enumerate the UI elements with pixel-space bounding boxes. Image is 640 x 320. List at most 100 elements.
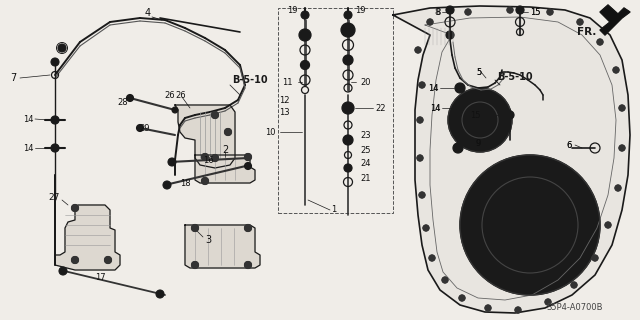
Text: 10: 10 [266,127,276,137]
Circle shape [419,82,425,88]
Circle shape [244,261,252,268]
Circle shape [211,155,218,162]
Text: 22: 22 [375,103,385,113]
Text: 27: 27 [49,194,60,203]
Polygon shape [185,225,260,268]
Circle shape [619,145,625,151]
Circle shape [417,155,423,161]
Text: 14: 14 [428,84,438,92]
Text: 5: 5 [477,68,482,76]
Circle shape [244,154,252,161]
Circle shape [51,58,59,66]
Circle shape [615,185,621,191]
Text: B-5-10: B-5-10 [497,72,532,82]
Text: 3: 3 [205,235,211,245]
Text: 15: 15 [470,110,480,119]
Text: 19: 19 [287,5,297,14]
Text: B-5-10: B-5-10 [232,75,268,85]
Circle shape [453,143,463,153]
Circle shape [429,255,435,261]
Circle shape [202,178,209,185]
Circle shape [446,6,454,14]
Text: 28: 28 [117,98,128,107]
Circle shape [507,7,513,13]
Circle shape [442,277,448,283]
Circle shape [453,103,463,113]
Circle shape [51,144,59,152]
Circle shape [344,164,352,172]
Text: 15: 15 [530,7,541,17]
Text: 18: 18 [180,179,190,188]
Circle shape [577,19,583,25]
Circle shape [244,225,252,231]
Text: 8: 8 [435,7,440,17]
Circle shape [613,67,619,73]
Circle shape [545,299,551,305]
Circle shape [502,197,558,253]
Circle shape [423,225,429,231]
Circle shape [211,111,218,118]
Circle shape [518,213,542,237]
Circle shape [191,261,198,268]
Text: 7: 7 [10,73,16,83]
Circle shape [427,19,433,25]
Circle shape [465,9,471,15]
Circle shape [301,60,310,69]
Circle shape [446,31,454,39]
Circle shape [597,39,603,45]
Circle shape [342,102,354,114]
Circle shape [343,135,353,145]
Circle shape [58,44,66,52]
Circle shape [156,290,164,298]
Text: 2: 2 [222,145,228,155]
Text: 9: 9 [475,139,480,148]
Text: 14: 14 [429,103,440,113]
Circle shape [172,107,178,113]
Text: 19: 19 [355,5,365,14]
Circle shape [244,163,252,170]
Circle shape [72,257,79,263]
Text: 6: 6 [566,140,572,149]
Circle shape [104,257,111,263]
Text: 23: 23 [360,131,371,140]
Text: 17: 17 [95,273,106,282]
Circle shape [472,112,488,128]
Text: 14: 14 [429,103,440,113]
Text: 12: 12 [280,95,290,105]
Text: 14: 14 [23,115,33,124]
Circle shape [225,129,232,135]
Circle shape [127,94,134,101]
Text: 24: 24 [360,158,371,167]
Circle shape [343,55,353,65]
Circle shape [605,222,611,228]
Circle shape [571,282,577,288]
Circle shape [460,155,600,295]
Circle shape [299,29,311,41]
Text: 11: 11 [282,77,293,86]
Circle shape [341,23,355,37]
Text: S5P4-A0700B: S5P4-A0700B [547,303,604,313]
Bar [278,8,393,213]
Text: 1: 1 [331,205,336,214]
Circle shape [506,111,514,119]
Circle shape [516,6,524,14]
Circle shape [59,267,67,275]
Text: 21: 21 [360,173,371,182]
Text: 15: 15 [530,7,541,17]
Circle shape [301,11,309,19]
Circle shape [202,154,209,161]
Circle shape [344,11,352,19]
Text: 14: 14 [428,84,438,92]
Text: 26: 26 [164,91,175,100]
Text: 4: 4 [145,8,151,18]
Circle shape [163,181,171,189]
Circle shape [191,225,198,231]
Circle shape [136,124,143,132]
Polygon shape [195,155,255,183]
Text: 16: 16 [203,156,213,164]
Polygon shape [175,105,235,168]
Circle shape [455,83,465,93]
Text: 20: 20 [360,77,371,86]
Circle shape [51,116,59,124]
Circle shape [72,204,79,212]
